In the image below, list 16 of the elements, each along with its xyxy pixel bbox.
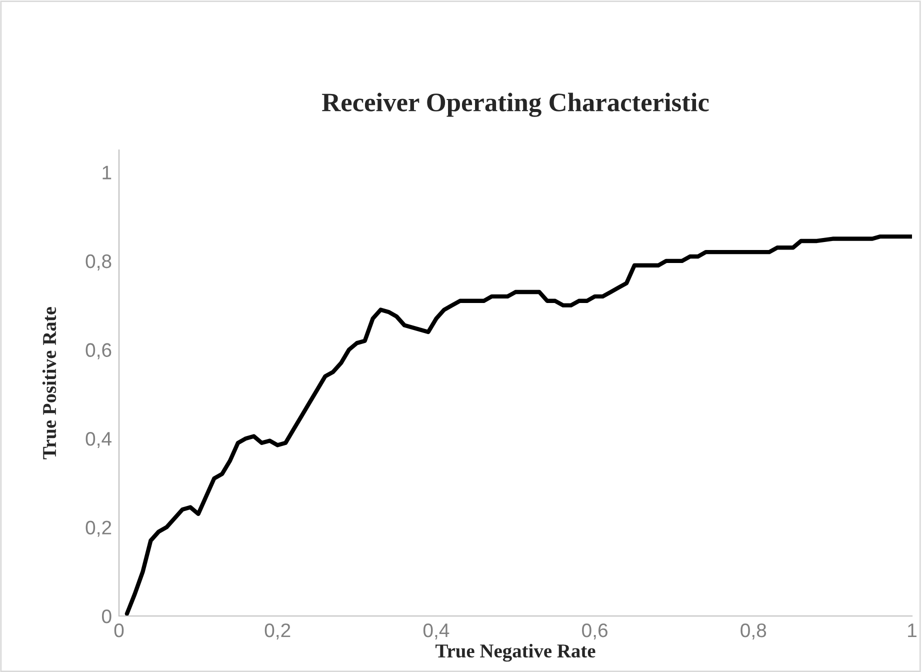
x-tick-label: 0,8 [740, 623, 766, 640]
x-tick-label: 0,6 [582, 623, 608, 640]
y-tick-label: 0,4 [86, 432, 112, 448]
y-tick-label: 0,8 [86, 254, 112, 270]
y-tick-label: 0 [102, 609, 112, 624]
y-tick-label: 0,2 [86, 520, 112, 537]
y-tick-label: 0,6 [86, 343, 112, 360]
x-tick-label: 0,4 [423, 623, 450, 640]
y-tick-label: 1 [102, 166, 112, 180]
x-tick-label: 0 [114, 623, 124, 638]
y-axis-title: True Positive Rate [42, 307, 56, 460]
x-axis-title: True Negative Rate [436, 644, 596, 662]
line-series [124, 234, 912, 616]
chart-title: Receiver Operating Characteristic [322, 92, 709, 117]
x-tick-label: 0,2 [264, 623, 290, 640]
x-tick-label: 1 [908, 624, 916, 638]
